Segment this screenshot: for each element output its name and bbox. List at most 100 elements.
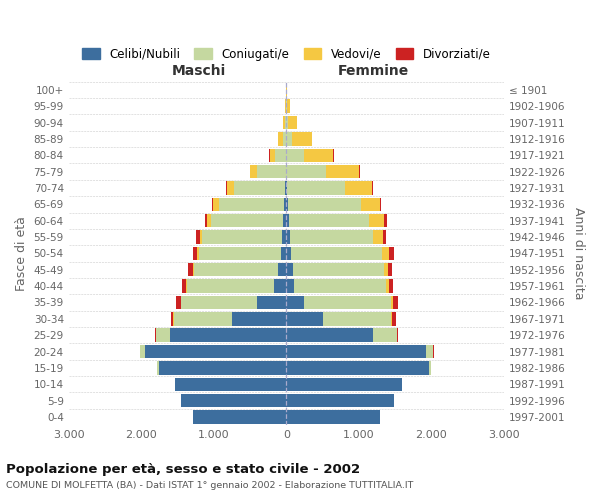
Bar (292, 246, 382, 260)
Bar (289, 214, 369, 228)
Bar (286, 345, 425, 358)
Bar (373, 328, 397, 342)
Bar (212, 198, 213, 211)
Bar (207, 214, 211, 228)
Bar (286, 394, 394, 407)
Bar (389, 246, 394, 260)
Bar (205, 214, 207, 228)
Bar (219, 198, 284, 211)
Bar (388, 263, 392, 276)
Bar (393, 296, 398, 309)
Bar (287, 182, 346, 194)
Bar (196, 230, 200, 243)
Bar (289, 198, 361, 211)
Bar (286, 83, 287, 96)
Bar (429, 361, 431, 374)
Bar (286, 312, 323, 326)
Bar (369, 214, 383, 228)
Bar (281, 246, 286, 260)
Bar (286, 198, 289, 211)
Bar (156, 328, 170, 342)
Bar (287, 100, 290, 113)
Bar (286, 246, 292, 260)
Bar (391, 312, 392, 326)
Bar (211, 214, 283, 228)
Text: COMUNE DI MOLFETTA (BA) - Dati ISTAT 1° gennaio 2002 - Elaborazione TUTTITALIA.I: COMUNE DI MOLFETTA (BA) - Dati ISTAT 1° … (6, 481, 413, 490)
Bar (304, 296, 391, 309)
Bar (176, 296, 181, 309)
Bar (383, 263, 388, 276)
Bar (194, 263, 278, 276)
Legend: Celibi/Nubili, Coniugati/e, Vedovi/e, Divorziati/e: Celibi/Nubili, Coniugati/e, Vedovi/e, Di… (77, 43, 495, 66)
Bar (286, 214, 289, 228)
Bar (158, 361, 286, 374)
Bar (326, 165, 359, 178)
Bar (181, 394, 286, 407)
Bar (286, 296, 304, 309)
Bar (187, 280, 274, 293)
Bar (155, 328, 156, 342)
Bar (383, 214, 387, 228)
Bar (202, 230, 282, 243)
Bar (188, 263, 193, 276)
Bar (286, 361, 429, 374)
Bar (174, 312, 232, 326)
Bar (346, 182, 371, 194)
Bar (373, 230, 383, 243)
Bar (199, 246, 281, 260)
Bar (286, 165, 326, 178)
Bar (235, 182, 285, 194)
Y-axis label: Fasce di età: Fasce di età (15, 216, 28, 291)
Bar (145, 345, 286, 358)
Bar (186, 280, 187, 293)
Bar (386, 280, 389, 293)
Bar (293, 263, 383, 276)
Bar (292, 132, 313, 145)
Bar (304, 148, 334, 162)
Text: Maschi: Maschi (172, 64, 226, 78)
Bar (193, 246, 197, 260)
Bar (371, 182, 373, 194)
Bar (227, 182, 235, 194)
Bar (285, 182, 286, 194)
Bar (278, 263, 286, 276)
Bar (286, 263, 293, 276)
Bar (283, 132, 286, 145)
Bar (172, 312, 173, 326)
Bar (257, 165, 286, 178)
Bar (170, 328, 286, 342)
Bar (288, 116, 297, 129)
Bar (425, 345, 433, 358)
Bar (213, 198, 219, 211)
Bar (193, 263, 194, 276)
Text: Femmine: Femmine (338, 64, 409, 78)
Bar (361, 198, 380, 211)
Bar (286, 230, 290, 243)
Bar (397, 328, 398, 342)
Bar (286, 148, 304, 162)
Bar (286, 182, 287, 194)
Bar (232, 312, 286, 326)
Bar (383, 230, 386, 243)
Bar (391, 296, 393, 309)
Y-axis label: Anni di nascita: Anni di nascita (572, 207, 585, 300)
Bar (140, 345, 145, 358)
Bar (197, 246, 199, 260)
Bar (274, 280, 286, 293)
Bar (389, 280, 394, 293)
Bar (284, 198, 286, 211)
Bar (285, 100, 286, 113)
Bar (200, 230, 202, 243)
Bar (257, 296, 286, 309)
Bar (382, 246, 389, 260)
Bar (286, 132, 292, 145)
Bar (380, 198, 382, 211)
Bar (250, 165, 257, 178)
Bar (283, 214, 286, 228)
Bar (181, 296, 257, 309)
Bar (157, 361, 158, 374)
Bar (294, 280, 386, 293)
Bar (286, 378, 401, 391)
Bar (283, 116, 285, 129)
Bar (290, 230, 373, 243)
